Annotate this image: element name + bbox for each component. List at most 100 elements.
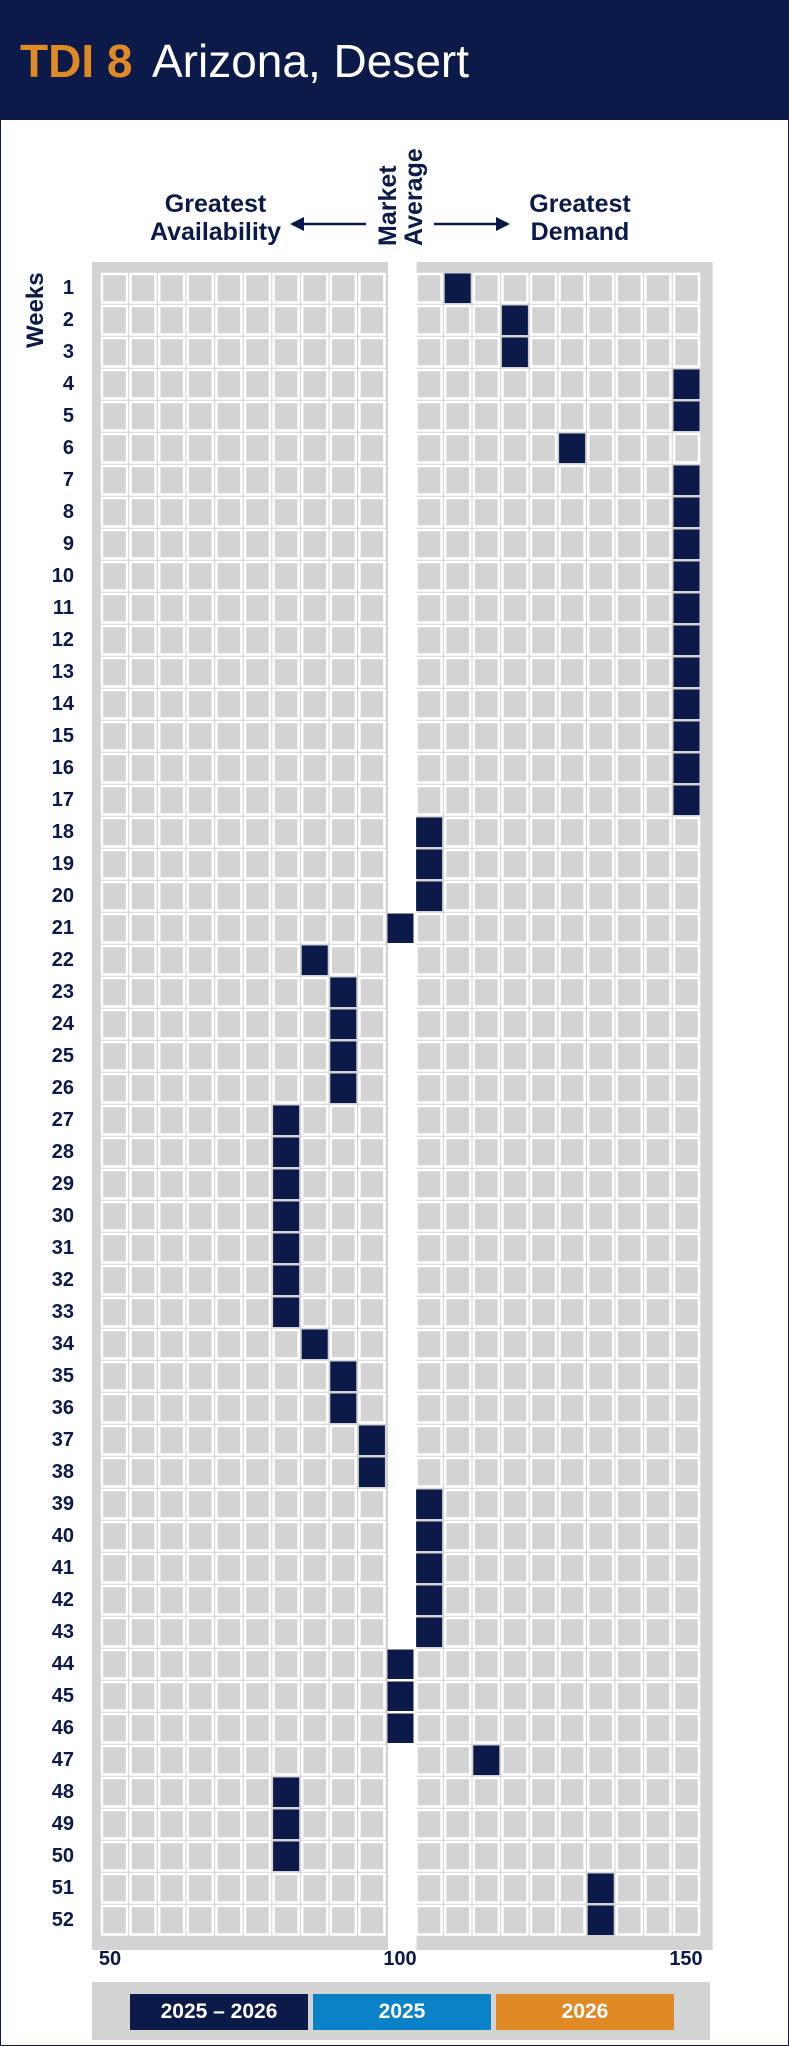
grid-cell xyxy=(501,816,529,848)
grid-cell xyxy=(129,1200,157,1232)
grid-cell xyxy=(329,1840,358,1872)
grid-cell xyxy=(529,464,558,496)
grid-cell xyxy=(415,1776,443,1808)
grid-cell xyxy=(243,1648,272,1680)
grid-cell xyxy=(358,1520,386,1552)
grid-cell xyxy=(501,688,529,720)
grid-cell xyxy=(157,1104,186,1136)
grid-cell xyxy=(300,1712,329,1744)
grid-cell xyxy=(443,1168,472,1200)
grid-cell xyxy=(644,1168,672,1200)
grid-cell xyxy=(272,368,300,400)
grid-cell xyxy=(157,1712,186,1744)
grid-cell xyxy=(443,1520,472,1552)
week-label-49: 49 xyxy=(51,1813,74,1835)
grid-cell xyxy=(215,1616,243,1648)
grid-cell xyxy=(186,784,215,816)
grid-cell xyxy=(100,368,129,400)
grid-cell xyxy=(586,1168,615,1200)
grid-cell xyxy=(215,1648,243,1680)
grid-cell xyxy=(300,912,329,944)
grid-cell xyxy=(100,1712,129,1744)
grid-cell xyxy=(586,592,615,624)
grid-cell xyxy=(129,1104,157,1136)
grid-cell xyxy=(415,1648,443,1680)
week-26-value-cell xyxy=(330,1073,357,1103)
grid-cell xyxy=(358,1648,386,1680)
week-15-value-cell xyxy=(673,721,700,751)
week-label-25: 25 xyxy=(51,1045,74,1067)
grid-cell xyxy=(186,304,215,336)
grid-cell xyxy=(558,1648,586,1680)
grid-cell xyxy=(586,368,615,400)
week-10-value-cell xyxy=(673,561,700,591)
grid-cell xyxy=(100,560,129,592)
week-label-44: 44 xyxy=(51,1653,74,1675)
grid-cell xyxy=(672,1744,701,1776)
grid-cell xyxy=(329,1136,358,1168)
grid-cell xyxy=(529,976,558,1008)
grid-cell xyxy=(672,976,701,1008)
grid-cell xyxy=(272,432,300,464)
grid-cell xyxy=(644,464,672,496)
week-label-6: 6 xyxy=(62,437,74,459)
grid-cell xyxy=(215,560,243,592)
grid-cell xyxy=(243,1904,272,1936)
grid-cell xyxy=(672,432,701,464)
grid-cell xyxy=(558,1616,586,1648)
grid-cell xyxy=(529,1008,558,1040)
grid-cell xyxy=(157,464,186,496)
grid-cell xyxy=(415,1808,443,1840)
grid-cell xyxy=(358,528,386,560)
grid-cell xyxy=(443,432,472,464)
grid-cell xyxy=(329,1424,358,1456)
grid-cell xyxy=(586,1616,615,1648)
grid-cell xyxy=(644,1136,672,1168)
grid-cell xyxy=(272,1680,300,1712)
grid-cell xyxy=(329,720,358,752)
grid-cell xyxy=(586,1264,615,1296)
grid-cell xyxy=(100,592,129,624)
grid-cell xyxy=(529,1040,558,1072)
grid-cell xyxy=(129,1232,157,1264)
grid-cell xyxy=(243,784,272,816)
grid-cell xyxy=(215,912,243,944)
grid-cell xyxy=(586,1552,615,1584)
grid-cell xyxy=(529,496,558,528)
week-31-value-cell xyxy=(273,1233,300,1263)
grid-cell xyxy=(272,1584,300,1616)
week-label-51: 51 xyxy=(51,1877,74,1899)
grid-cell xyxy=(472,1232,501,1264)
grid-cell xyxy=(644,1744,672,1776)
grid-cell xyxy=(129,1136,157,1168)
grid-cell xyxy=(186,1680,215,1712)
grid-cell xyxy=(615,528,644,560)
grid-cell xyxy=(586,1200,615,1232)
grid-cell xyxy=(501,1328,529,1360)
grid-cell xyxy=(644,1552,672,1584)
grid-cell xyxy=(644,1424,672,1456)
grid-cell xyxy=(586,336,615,368)
grid-cell xyxy=(672,944,701,976)
grid-cell xyxy=(615,1808,644,1840)
grid-cell xyxy=(100,1616,129,1648)
grid-cell xyxy=(644,1680,672,1712)
grid-cell xyxy=(501,1200,529,1232)
grid-cell xyxy=(215,1840,243,1872)
grid-cell xyxy=(615,1296,644,1328)
grid-cell xyxy=(358,1136,386,1168)
grid-cell xyxy=(358,1200,386,1232)
grid-cell xyxy=(129,560,157,592)
grid-cell xyxy=(329,1744,358,1776)
grid-cell xyxy=(586,752,615,784)
grid-cell xyxy=(129,304,157,336)
grid-cell xyxy=(472,1904,501,1936)
x-tick-100: 100 xyxy=(383,1948,417,1970)
week-label-31: 31 xyxy=(51,1237,74,1259)
grid-cell xyxy=(100,1904,129,1936)
grid-cell xyxy=(672,1904,701,1936)
grid-cell xyxy=(157,656,186,688)
grid-cell xyxy=(129,496,157,528)
grid-cell xyxy=(644,912,672,944)
grid-cell xyxy=(157,1200,186,1232)
